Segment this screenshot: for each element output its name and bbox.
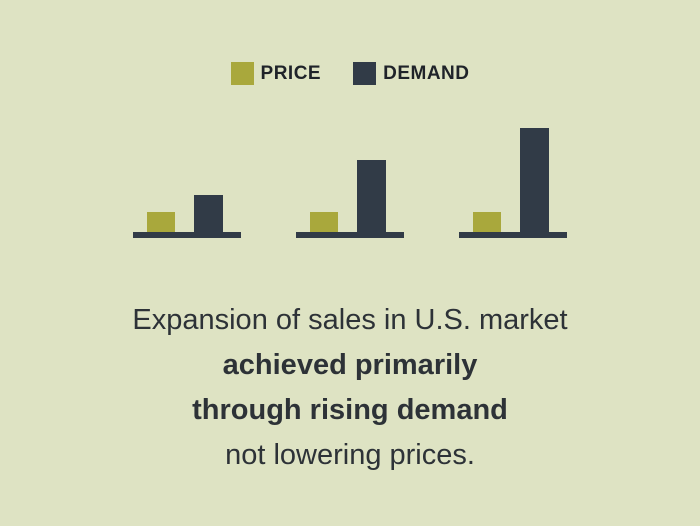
bar-chart bbox=[0, 128, 700, 238]
caption: Expansion of sales in U.S. market achieve… bbox=[0, 298, 700, 478]
bar-group-group-2 bbox=[296, 128, 404, 238]
bar-pair bbox=[296, 128, 404, 232]
legend-label-demand: DEMAND bbox=[383, 62, 470, 84]
legend-item-price: PRICE bbox=[230, 62, 322, 85]
demand-bar bbox=[194, 195, 223, 232]
caption-line-3: through rising demand bbox=[192, 394, 508, 426]
legend-item-demand: DEMAND bbox=[353, 62, 469, 85]
caption-line-2: achieved primarily bbox=[222, 349, 478, 381]
bar-pair bbox=[133, 128, 241, 232]
price-bar bbox=[310, 212, 338, 232]
price-bar bbox=[473, 212, 501, 232]
demand-bar bbox=[520, 128, 549, 232]
axis-baseline bbox=[459, 232, 567, 238]
demand-bar bbox=[357, 160, 386, 232]
demand-swatch-icon bbox=[353, 62, 377, 85]
axis-baseline bbox=[133, 232, 241, 238]
chart-legend: PRICE DEMAND bbox=[0, 62, 700, 85]
price-swatch-icon bbox=[230, 62, 254, 85]
caption-line-1: Expansion of sales in U.S. market bbox=[132, 304, 568, 336]
bar-group-group-3 bbox=[459, 128, 567, 238]
price-bar bbox=[147, 212, 175, 232]
axis-baseline bbox=[296, 232, 404, 238]
bar-pair bbox=[459, 128, 567, 232]
legend-label-price: PRICE bbox=[260, 62, 322, 84]
bar-group-group-1 bbox=[133, 128, 241, 238]
caption-line-4: not lowering prices. bbox=[225, 439, 475, 471]
